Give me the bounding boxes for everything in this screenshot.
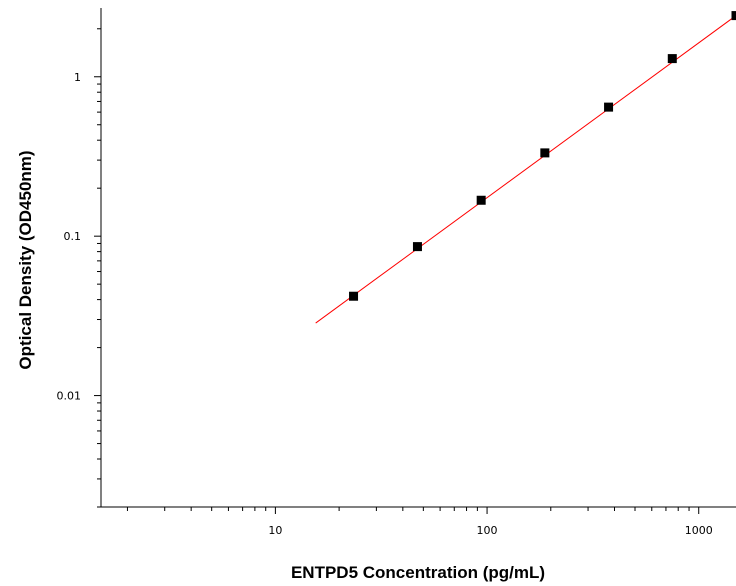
data-point: [412, 242, 422, 252]
fit-line: [315, 15, 736, 324]
y-axis-ticks: 0.01 0.1 1: [57, 28, 101, 508]
y-tick-label: 1: [74, 71, 81, 84]
data-point: [476, 195, 486, 205]
data-point: [731, 11, 736, 21]
x-tick-label: 1000: [685, 524, 713, 537]
x-tick-label: 10: [268, 524, 282, 537]
axes: [100, 8, 736, 508]
data-point: [540, 148, 550, 158]
fit-line-group: [315, 15, 736, 324]
y-axis-title: Optical Density (OD450nm): [16, 150, 35, 369]
x-tick-label: 100: [477, 524, 498, 537]
x-axis-title: ENTPD5 Concentration (pg/mL): [291, 563, 545, 582]
data-point: [667, 54, 677, 64]
y-tick-label: 0.1: [64, 230, 82, 243]
x-axis-ticks: 10 100 1000: [126, 507, 713, 537]
data-point: [604, 102, 614, 112]
data-point: [349, 291, 359, 301]
y-tick-label: 0.01: [57, 390, 82, 403]
data-points: [349, 11, 736, 301]
